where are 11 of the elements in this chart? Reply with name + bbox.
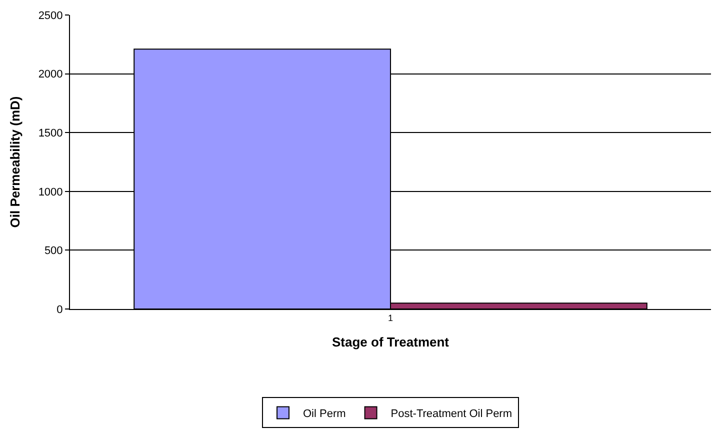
y-tick-label: 2000 xyxy=(38,68,63,81)
y-tick-label: 500 xyxy=(44,245,63,258)
y-tick-label: 1000 xyxy=(38,186,63,198)
x-axis-title: Stage of Treatment xyxy=(332,334,450,350)
x-tick-label: 1 xyxy=(388,312,394,323)
legend-label: Oil Perm xyxy=(303,408,346,420)
y-axis-title: Oil Permeability (mD) xyxy=(7,96,22,228)
y-tick-label: 2500 xyxy=(38,10,63,22)
y-tick-label: 1500 xyxy=(38,127,63,140)
y-tick-label: 0 xyxy=(56,304,63,316)
legend-label: Post-Treatment Oil Perm xyxy=(390,408,512,420)
